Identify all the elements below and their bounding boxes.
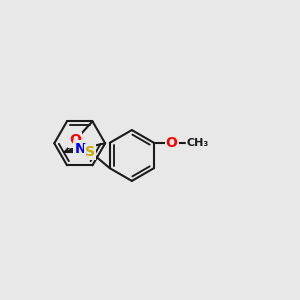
Text: CH₃: CH₃ (186, 138, 208, 148)
Text: O: O (166, 136, 178, 150)
Text: S: S (85, 145, 95, 159)
Text: O: O (70, 133, 81, 147)
Text: N: N (74, 142, 86, 156)
